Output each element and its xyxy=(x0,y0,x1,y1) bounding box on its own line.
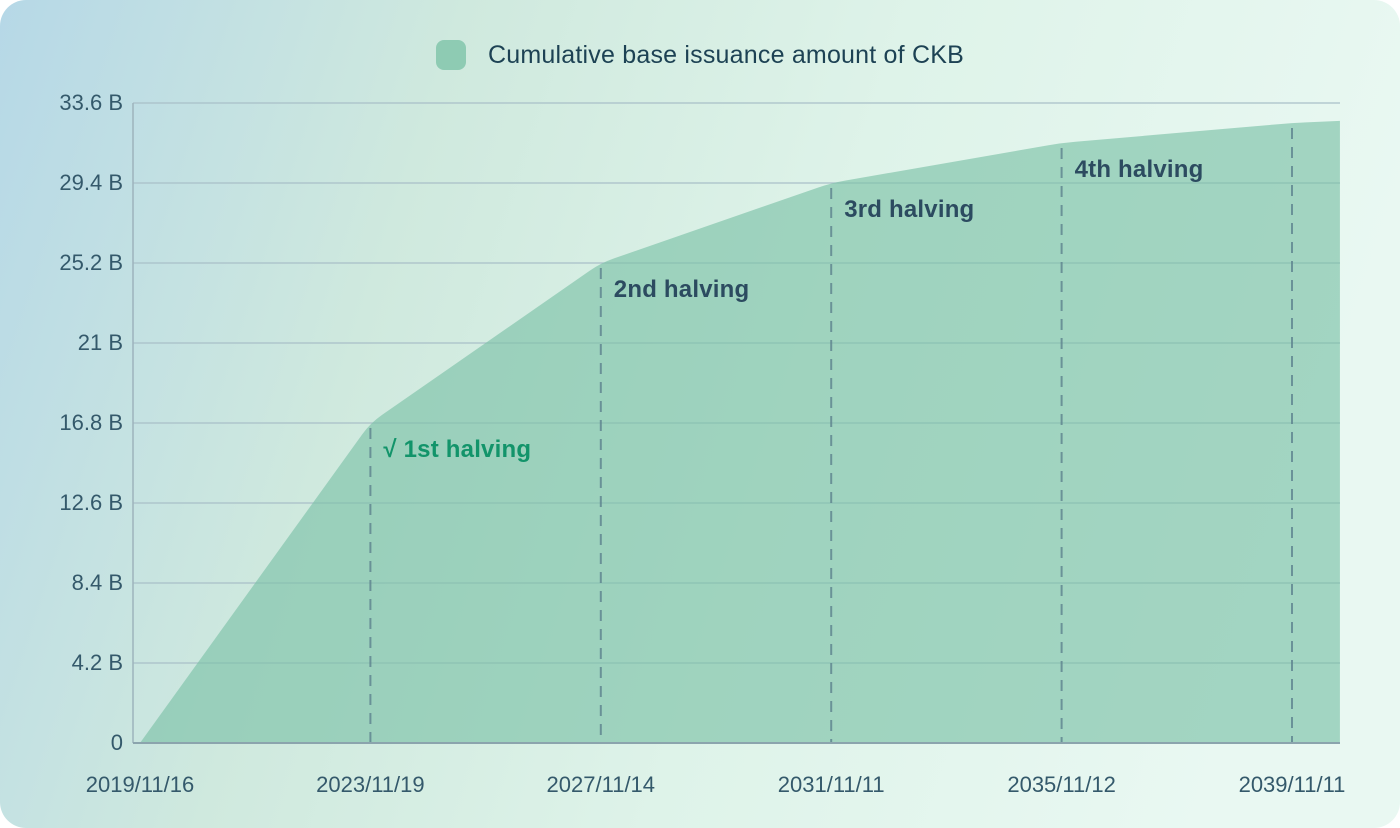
issuance-area xyxy=(140,120,1340,743)
